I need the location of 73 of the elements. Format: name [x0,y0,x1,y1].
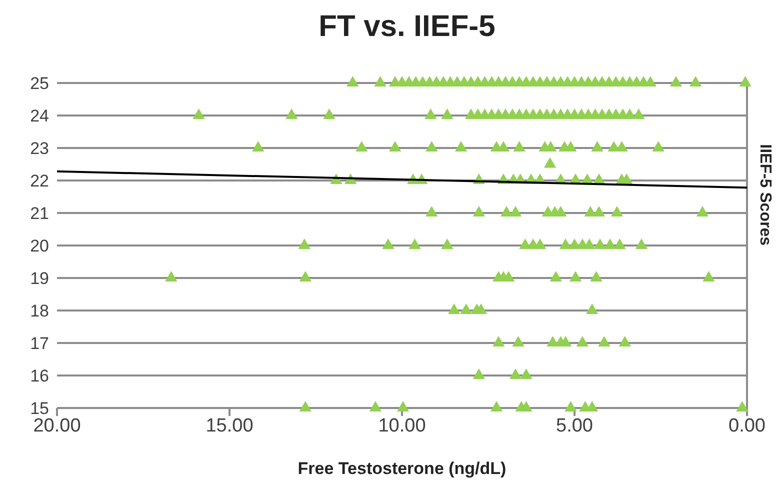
point [586,303,598,314]
y-tick-label: 16 [30,366,49,386]
point [299,270,312,282]
point [598,336,610,347]
point [374,76,386,87]
point [346,76,359,87]
point [550,270,562,282]
point [323,108,336,120]
point [618,336,631,347]
point [635,238,648,250]
point [564,400,577,412]
x-tick-label: 5.00 [556,415,593,436]
point [513,140,526,152]
point [472,368,486,380]
y-tick-label: 18 [30,302,49,321]
point [702,270,715,282]
x-tick-label: 15.00 [206,415,254,436]
point [690,76,702,87]
point [369,400,382,412]
point [492,336,505,347]
point [426,140,438,152]
point [252,140,264,152]
point [441,238,454,250]
y-tick-label: 21 [30,204,49,224]
point [426,206,438,217]
point [509,368,522,380]
x-tick-label: 0.00 [728,415,766,436]
point [490,400,503,412]
y-axis-title: IIEF-5 Scores [756,144,774,246]
point [590,270,602,282]
point [736,400,748,412]
point [591,140,604,152]
point [460,303,472,314]
point [544,157,556,168]
point [408,238,421,250]
point [299,400,312,412]
point [286,108,298,120]
chart-title: FT vs. IIEF-5 [318,10,496,44]
point [472,206,486,217]
point [192,108,205,120]
point [696,206,709,217]
x-axis-title: Free Testosterone (ng/dL) [298,459,506,478]
point [610,206,624,217]
y-tick-label: 17 [30,334,49,354]
point [454,140,468,152]
point [584,206,596,217]
y-tick-label: 22 [30,172,49,191]
point [396,400,410,412]
point [520,368,532,380]
y-tick-label: 23 [30,139,49,158]
point [382,238,394,250]
point [165,270,178,282]
point [576,336,589,347]
x-tick-label: 10.00 [378,415,426,436]
point [604,238,616,250]
point [569,270,582,282]
y-tick-label: 19 [30,269,49,288]
y-tick-label: 25 [30,74,49,94]
point [632,108,645,120]
point [441,108,454,120]
point [652,140,664,152]
y-tick-label: 20 [30,236,49,256]
point [670,76,682,87]
point [424,108,437,120]
point [614,238,626,250]
point [356,140,368,152]
point [298,238,310,250]
point [389,140,402,152]
y-tick-label: 24 [30,106,49,126]
point [448,303,460,314]
point [594,238,606,250]
point [512,336,524,347]
point [739,76,752,87]
